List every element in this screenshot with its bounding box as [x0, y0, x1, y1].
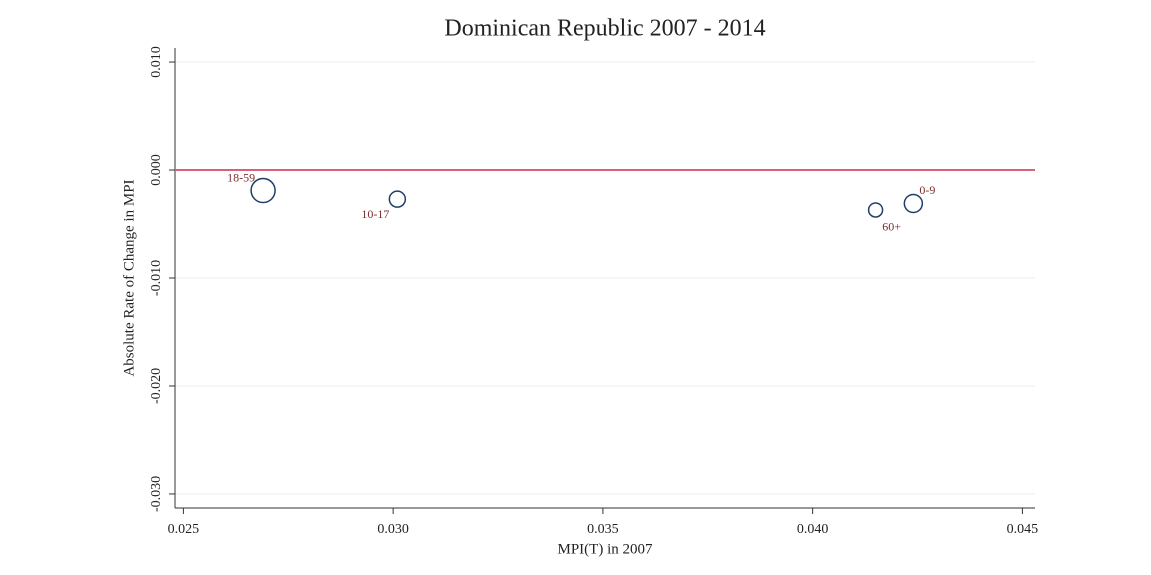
bubble: [388, 190, 407, 208]
y-tick-label: 0.000: [149, 154, 164, 186]
bubble: [867, 202, 884, 218]
x-tick-label: 0.045: [1007, 522, 1039, 537]
y-tick-label: 0.010: [149, 46, 164, 78]
x-tick-label: 0.035: [587, 522, 619, 537]
bubble: [250, 177, 276, 204]
x-tick-label: 0.040: [797, 522, 829, 537]
y-tick-label: -0.020: [149, 368, 164, 404]
point-label: 10-17: [361, 207, 389, 221]
y-axis-title: Absolute Rate of Change in MPI: [121, 179, 137, 376]
y-tick-label: -0.030: [149, 476, 164, 512]
bubble: [903, 193, 924, 214]
x-tick-label: 0.030: [377, 522, 409, 537]
x-axis-title: MPI(T) in 2007: [558, 541, 653, 557]
chart-title: Dominican Republic 2007 - 2014: [444, 16, 765, 42]
point-label: 60+: [882, 220, 901, 234]
y-tick-label: -0.010: [149, 260, 164, 296]
point-label: 18-59: [227, 170, 255, 184]
x-tick-label: 0.025: [168, 522, 200, 537]
point-label: 0-9: [919, 183, 935, 197]
